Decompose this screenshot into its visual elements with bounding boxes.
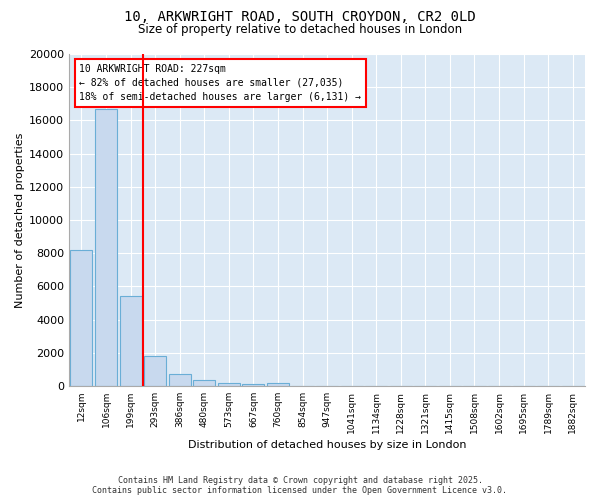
Bar [218,382,240,386]
Bar [95,109,117,386]
X-axis label: Distribution of detached houses by size in London: Distribution of detached houses by size … [188,440,466,450]
Bar [119,296,142,386]
Bar [242,384,265,386]
Y-axis label: Number of detached properties: Number of detached properties [15,132,25,308]
Text: 10 ARKWRIGHT ROAD: 227sqm
← 82% of detached houses are smaller (27,035)
18% of s: 10 ARKWRIGHT ROAD: 227sqm ← 82% of detac… [79,64,361,102]
Text: 10, ARKWRIGHT ROAD, SOUTH CROYDON, CR2 0LD: 10, ARKWRIGHT ROAD, SOUTH CROYDON, CR2 0… [124,10,476,24]
Text: Contains HM Land Registry data © Crown copyright and database right 2025.
Contai: Contains HM Land Registry data © Crown c… [92,476,508,495]
Bar [193,380,215,386]
Bar [144,356,166,386]
Bar [70,250,92,386]
Text: Size of property relative to detached houses in London: Size of property relative to detached ho… [138,22,462,36]
Bar [267,382,289,386]
Bar [169,374,191,386]
